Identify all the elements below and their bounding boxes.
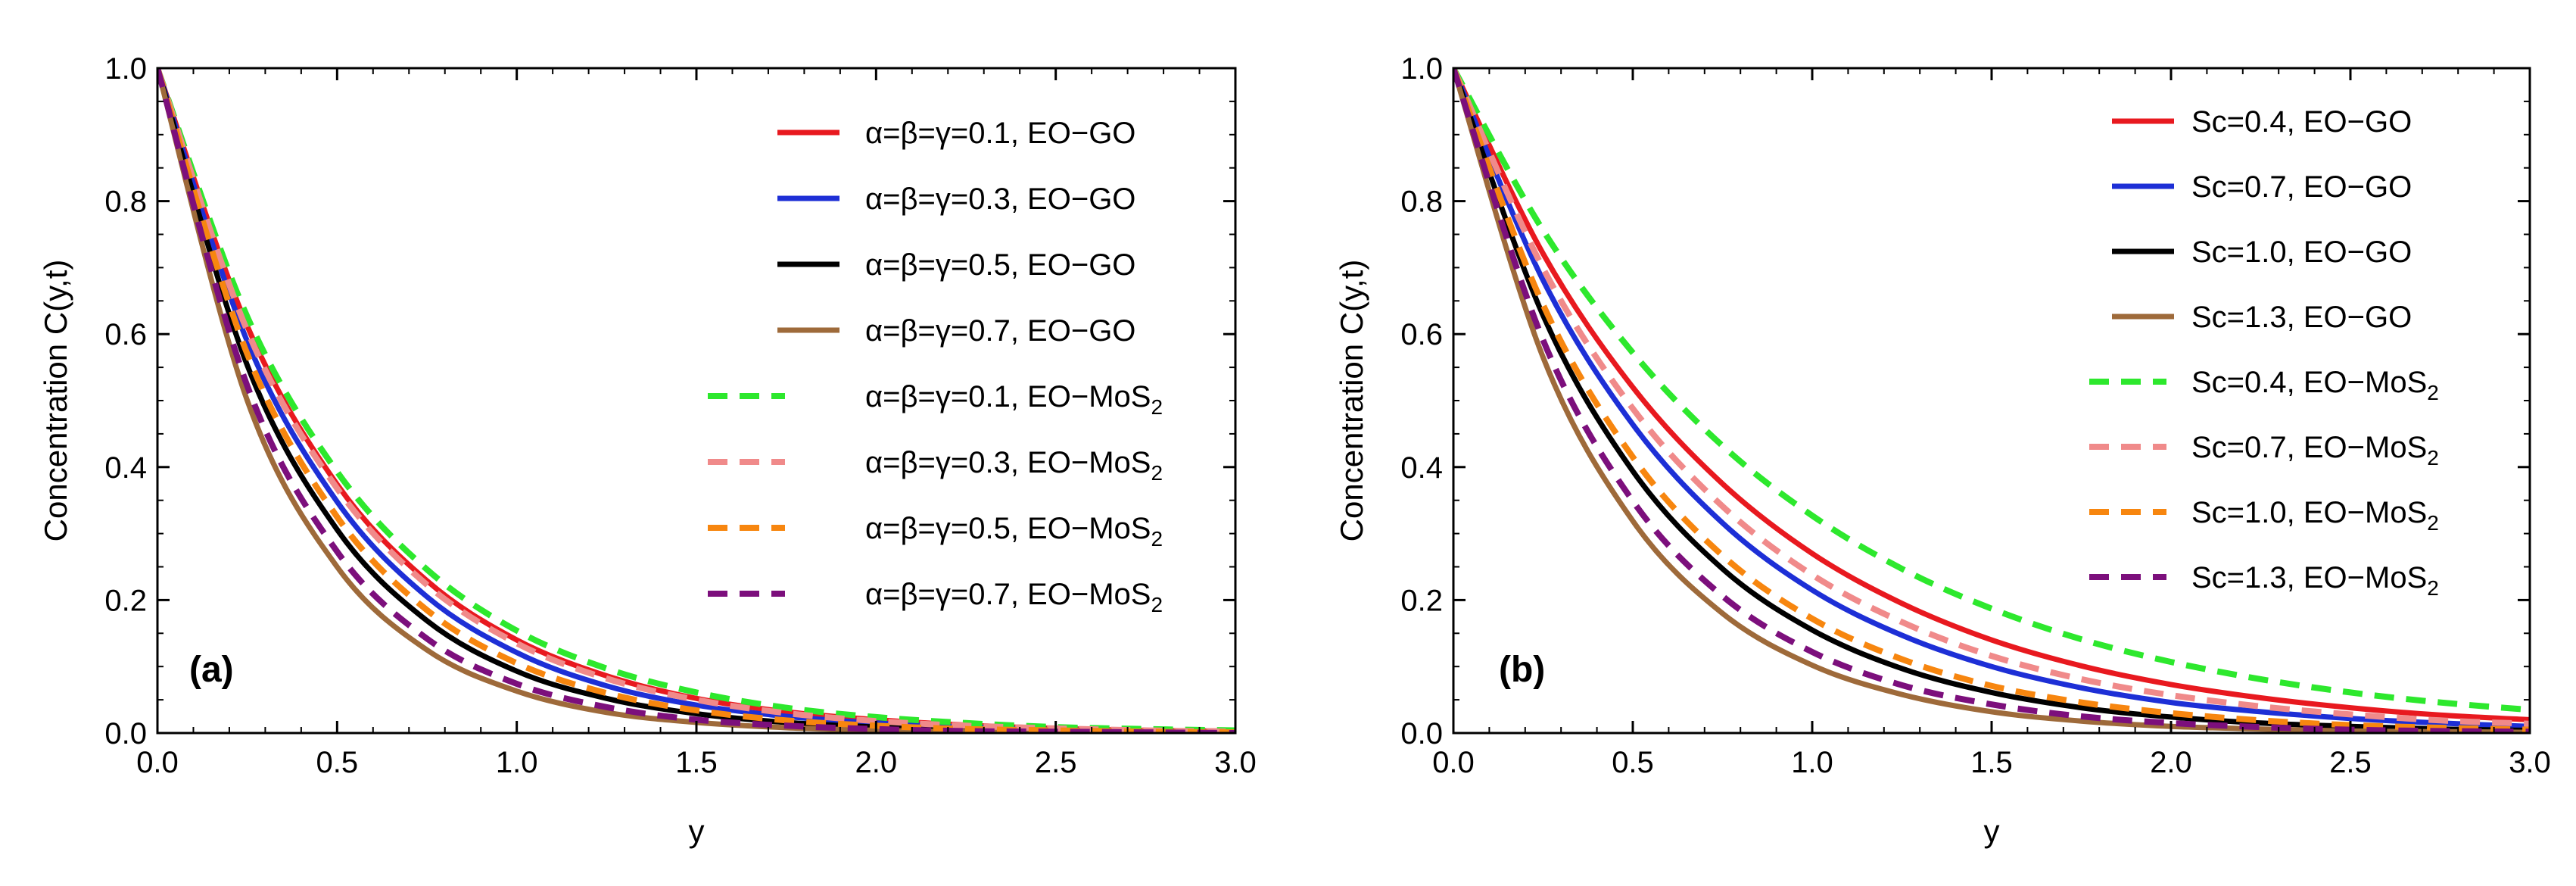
x-axis-title: y (1984, 813, 2000, 849)
x-tick-label: 1.5 (1970, 746, 2013, 779)
series-lines (1453, 68, 2530, 732)
y-tick-label: 0.6 (1400, 318, 1443, 351)
legend-label-8: α=β=γ=0.7, EO−MoS2 (865, 578, 1163, 616)
x-tick-label: 2.5 (2329, 746, 2372, 779)
panel-a: 0.0 0.5 1.0 1.5 2.0 2.5 3.0 0.0 0.2 0.4 0.6 0.8 1.0 y… (38, 52, 1257, 849)
legend-label-2: Sc=0.7, EO−GO (2191, 170, 2412, 204)
x-tick-label: 3.0 (1214, 746, 1257, 779)
y-tick-label: 0.4 (104, 451, 147, 485)
panel-label: (b) (1499, 650, 1545, 690)
y-tick-label: 1.0 (1400, 52, 1443, 86)
figure: 0.0 0.5 1.0 1.5 2.0 2.5 3.0 0.0 0.2 0.4 0.6 0.8 1.0 y… (0, 0, 2576, 886)
x-tick-label: 2.0 (2150, 746, 2192, 779)
y-tick-label: 0.0 (1400, 717, 1443, 750)
panel-b: 0.0 0.5 1.0 1.5 2.0 2.5 3.0 0.0 0.2 0.4 0.6 0.8 1.0 y… (1334, 52, 2551, 849)
legend: α=β=γ=0.1, EO−GO α=β=γ=0.3, EO−GO α=β=γ=0.… (708, 117, 1163, 616)
x-tick-label: 1.0 (496, 746, 538, 779)
y-tick-label: 0.8 (1400, 186, 1443, 219)
panel-label: (a) (189, 650, 234, 690)
y-axis-title: Concentration C(y,t) (1334, 260, 1369, 542)
legend: Sc=0.4, EO−GO Sc=0.7, EO−GO Sc=1.0, EO−GO S… (2089, 105, 2439, 600)
legend-label-8: Sc=1.3, EO−MoS2 (2191, 561, 2439, 600)
x-tick-label: 2.0 (855, 746, 898, 779)
y-axis-title: Concentration C(y,t) (38, 260, 73, 542)
legend-label-1: α=β=γ=0.1, EO−GO (865, 117, 1135, 150)
x-tick-label: 0.0 (136, 746, 179, 779)
legend-label-1: Sc=0.4, EO−GO (2191, 105, 2412, 139)
y-tick-label: 0.4 (1400, 451, 1443, 485)
legend-label-7: α=β=γ=0.5, EO−MoS2 (865, 512, 1163, 551)
y-tick-label: 0.2 (104, 584, 147, 617)
y-tick-label: 1.0 (104, 52, 147, 86)
x-tick-label: 1.5 (675, 746, 718, 779)
x-tick-label: 3.0 (2509, 746, 2551, 779)
x-tick-label: 2.5 (1035, 746, 1077, 779)
legend-label-4: Sc=1.3, EO−GO (2191, 301, 2412, 334)
y-tick-label: 0.8 (104, 186, 147, 219)
legend-label-7: Sc=1.0, EO−MoS2 (2191, 496, 2439, 535)
legend-label-3: α=β=γ=0.5, EO−GO (865, 248, 1135, 282)
y-tick-label: 0.2 (1400, 584, 1443, 617)
x-tick-label: 0.0 (1432, 746, 1475, 779)
x-axis-title: y (689, 813, 705, 849)
legend-label-3: Sc=1.0, EO−GO (2191, 236, 2412, 269)
legend-label-6: Sc=0.7, EO−MoS2 (2191, 431, 2439, 470)
legend-label-2: α=β=γ=0.3, EO−GO (865, 183, 1135, 216)
legend-label-6: α=β=γ=0.3, EO−MoS2 (865, 446, 1163, 485)
legend-label-4: α=β=γ=0.7, EO−GO (865, 314, 1135, 348)
legend-label-5: Sc=0.4, EO−MoS2 (2191, 366, 2439, 404)
y-tick-label: 0.0 (104, 717, 147, 750)
legend-label-5: α=β=γ=0.1, EO−MoS2 (865, 380, 1163, 419)
x-tick-label: 0.5 (1612, 746, 1654, 779)
x-tick-label: 0.5 (316, 746, 359, 779)
x-tick-label: 1.0 (1791, 746, 1833, 779)
y-tick-label: 0.6 (104, 318, 147, 351)
